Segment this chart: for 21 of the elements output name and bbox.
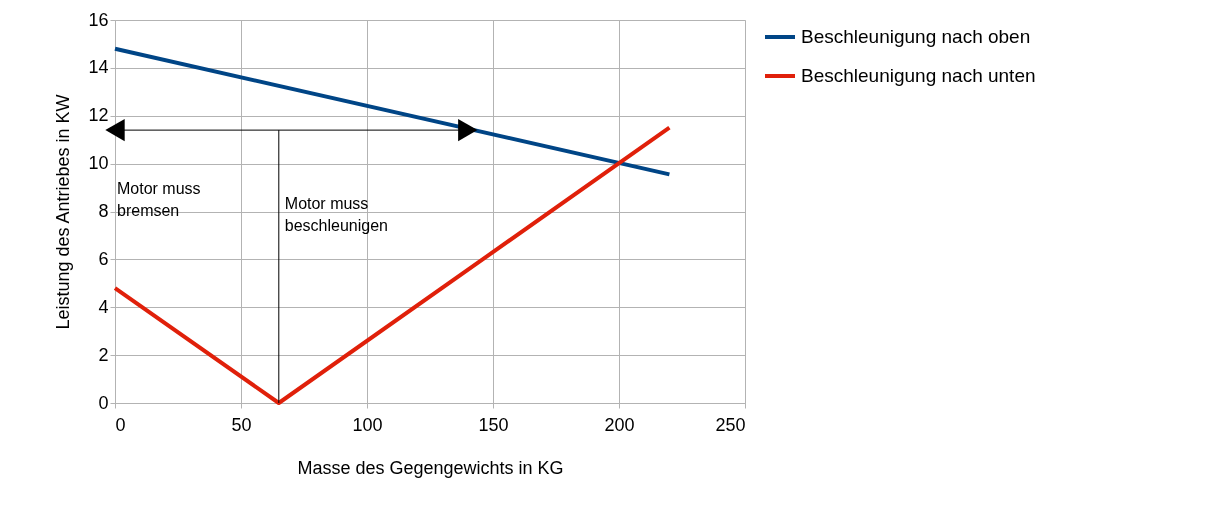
legend-label: Beschleunigung nach oben — [801, 26, 1031, 47]
annotation: Motor muss beschleunigen — [284, 194, 388, 234]
x-axis-title: Masse des Gegengewichts in KG — [297, 457, 564, 478]
y-tick-label: 16 — [88, 9, 109, 30]
x-tick-label: 250 — [715, 414, 746, 435]
x-tick-label: 150 — [478, 414, 509, 435]
x-tick-label: 0 — [115, 414, 126, 435]
y-tick-label: 12 — [88, 105, 109, 126]
y-tick-label: 0 — [98, 392, 109, 413]
legend-label: Beschleunigung nach unten — [801, 65, 1036, 86]
x-tick-label: 200 — [604, 414, 635, 435]
y-tick-label: 6 — [98, 248, 109, 269]
y-tick-label: 8 — [98, 201, 109, 221]
x-tick-label: 100 — [352, 414, 383, 435]
y-tick-label: 14 — [88, 57, 109, 78]
annotation: Motor muss bremsen — [117, 179, 201, 219]
y-tick-label: 4 — [98, 296, 109, 317]
y-axis-title: Leistung des Antriebes in KW — [53, 94, 74, 330]
y-tick-label: 10 — [88, 153, 109, 174]
y-tick-label: 2 — [98, 344, 109, 365]
x-tick-label: 50 — [231, 414, 252, 435]
